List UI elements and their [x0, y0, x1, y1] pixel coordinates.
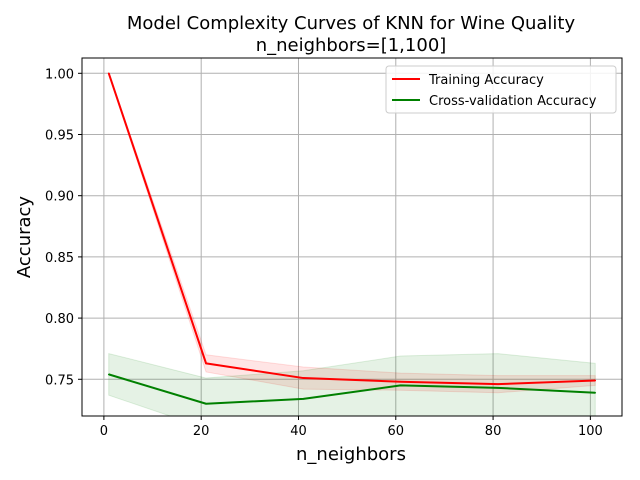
series-line-0 — [107, 72, 596, 386]
x-tick-label: 80 — [485, 424, 502, 439]
x-tick-label: 60 — [388, 424, 405, 439]
y-axis-label: Accuracy — [14, 196, 35, 279]
data-point-0 — [107, 72, 110, 75]
y-tick-label: 0.95 — [45, 128, 74, 143]
data-point-0 — [205, 362, 207, 365]
confidence-band-0 — [108, 72, 596, 394]
data-point-1 — [497, 387, 499, 389]
confidence-band-1 — [108, 352, 596, 416]
data-point-0 — [594, 379, 597, 382]
data-point-1 — [399, 384, 402, 387]
y-tick-label: 0.90 — [45, 190, 74, 205]
data-point-1 — [302, 398, 305, 400]
y-tick-label: 0.80 — [45, 312, 74, 327]
series-lines — [107, 72, 597, 405]
data-point-0 — [302, 377, 305, 379]
series-line-1 — [108, 373, 596, 405]
legend-label-training: Training Accuracy — [428, 73, 544, 88]
ticks: 0 20 40 60 80 100 0.75 0.80 0.85 0.90 0.95 1.00 — [45, 67, 603, 439]
data-point-1 — [205, 402, 207, 405]
x-tick-label: 20 — [193, 424, 210, 439]
data-point-1 — [594, 391, 597, 394]
legend: Training Accuracy Cross-validation Accur… — [385, 65, 617, 114]
data-point-0 — [497, 383, 499, 385]
y-tick-label: 0.85 — [45, 251, 74, 266]
x-tick-label: 0 — [100, 424, 108, 439]
confidence-bands — [108, 72, 596, 416]
legend-box — [385, 65, 617, 114]
chart-title: Model Complexity Curves of KNN for Wine … — [127, 13, 576, 34]
data-point-0 — [399, 380, 402, 383]
x-axis-label: n_neighbors — [296, 444, 406, 465]
data-point-1 — [107, 373, 110, 376]
x-tick-label: 100 — [578, 424, 603, 439]
grid — [82, 58, 622, 416]
plot-frame — [81, 57, 623, 417]
y-tick-label: 1.00 — [45, 67, 74, 82]
chart-subtitle: n_neighbors=[1,100] — [256, 35, 447, 56]
x-tick-label: 40 — [290, 424, 307, 439]
y-tick-label: 0.75 — [45, 373, 74, 388]
legend-label-cross-validation: Cross-validation Accuracy — [429, 94, 597, 109]
